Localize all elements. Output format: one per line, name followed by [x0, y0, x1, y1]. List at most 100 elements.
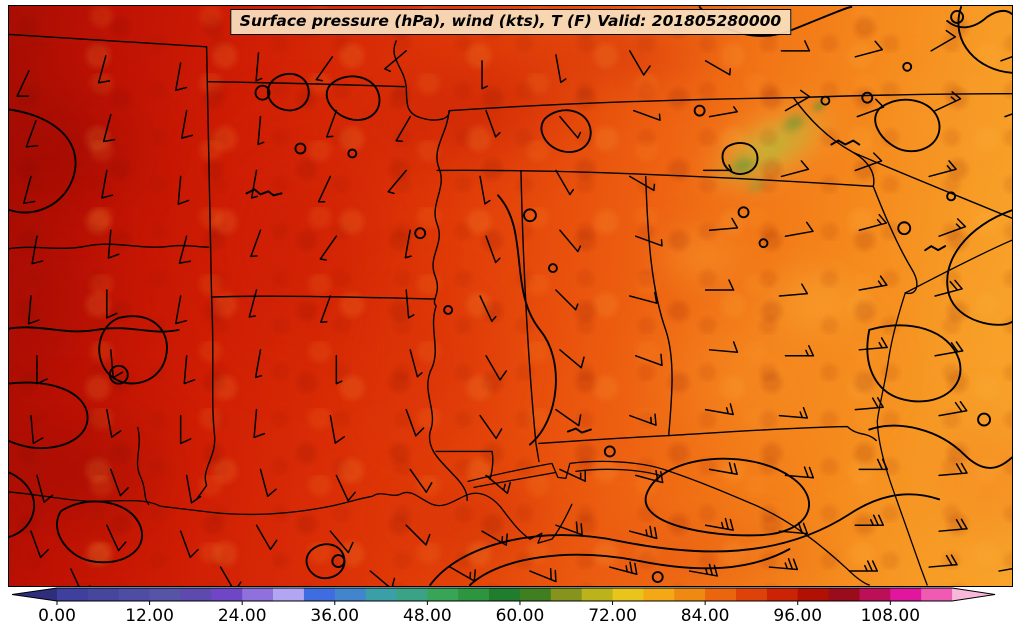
colorbar-cell: [396, 588, 428, 601]
wind-barb: [106, 524, 127, 552]
colorbar-cell: [334, 588, 367, 601]
wind-barb: [409, 468, 433, 493]
wind-barb: [178, 235, 191, 264]
wind-barb: [784, 221, 814, 237]
wind-barb: [185, 474, 202, 504]
wind-barb: [30, 414, 44, 445]
coastlines: [9, 239, 1012, 586]
wind-barb: [768, 558, 799, 571]
wind-barb: [848, 560, 879, 572]
wind-barb: [609, 561, 638, 575]
wind-barb: [250, 169, 259, 199]
wind-barb: [934, 91, 962, 112]
colorbar-cell: [921, 588, 953, 601]
wind-barb: [635, 469, 664, 484]
wind-barb: [784, 89, 811, 112]
colorbar-cell: [303, 588, 336, 601]
wind-barb: [485, 109, 501, 138]
wind-barb: [25, 119, 39, 148]
colorbar-tick-label: 48.00: [403, 606, 452, 626]
colorbar-cell: [242, 588, 274, 601]
state-borders: [9, 33, 1012, 501]
wind-barb: [854, 397, 884, 411]
colorbar-tick-label: 60.00: [495, 606, 545, 626]
wind-barb: [854, 152, 883, 172]
wind-barb: [485, 235, 501, 264]
wind-barb: [405, 408, 425, 437]
wind-barb: [181, 109, 194, 139]
colorbar-tick-label: 84.00: [680, 606, 730, 626]
colorbar-cell: [520, 588, 552, 601]
wind-barb: [938, 400, 968, 417]
wind-barb: [255, 52, 263, 82]
colorbar-cell: [859, 588, 891, 601]
wind-barb: [559, 115, 582, 139]
wind-barb: [97, 55, 111, 84]
wind-barb: [928, 554, 958, 568]
wind-barb: [856, 98, 885, 118]
wind-barb: [854, 514, 885, 526]
wind-barb: [998, 567, 1012, 572]
colorbar-cell: [612, 588, 644, 601]
wind-barb: [704, 403, 734, 416]
wind-barb: [405, 524, 431, 546]
wind-barb: [335, 355, 343, 385]
wind-barb: [708, 217, 739, 231]
colorbar-cell: [427, 588, 459, 601]
wind-barb: [635, 353, 663, 367]
temperature-field: [9, 6, 1012, 586]
wind-barb: [253, 408, 266, 439]
pressure-contours: [9, 6, 1012, 586]
wind-barb: [257, 115, 265, 146]
colorbar-tick-label: 96.00: [773, 606, 823, 626]
wind-barb: [250, 229, 262, 258]
colorbar-cell: [736, 588, 768, 601]
wind-barb: [479, 295, 497, 323]
wind-barb: [704, 517, 734, 531]
wind-barb: [780, 40, 811, 52]
wind-barbs: [16, 29, 1012, 586]
temperature-blob: [401, 491, 921, 586]
wind-barb: [629, 525, 658, 540]
wind-barb: [559, 229, 582, 253]
wind-barb: [858, 458, 888, 471]
wind-barb: [1004, 113, 1012, 118]
wind-barb: [934, 279, 963, 297]
wind-barb: [555, 521, 583, 536]
wind-barb: [629, 50, 651, 76]
wind-barb: [629, 291, 658, 304]
wind-barb: [36, 474, 54, 504]
wind-barb: [858, 275, 888, 291]
wind-barb: [778, 522, 809, 535]
map-title: Surface pressure (hPa), wind (kts), T (F…: [229, 9, 792, 35]
wind-barb: [329, 530, 354, 554]
colorbar-extend-low: [12, 588, 57, 601]
wind-barb: [938, 218, 967, 237]
wind-barb: [780, 160, 810, 178]
colorbar-cell: [211, 588, 243, 601]
colorbar: 0.00 12.00 24.00 36.00 48.00 60.00 72.00 84.00 9…: [0, 587, 1018, 633]
colorbar-cell: [57, 588, 89, 601]
temperature-texture: [9, 6, 1012, 586]
wind-barb: [708, 341, 739, 353]
wind-barb: [107, 229, 120, 259]
wind-barb: [183, 355, 196, 385]
wind-barb: [778, 283, 809, 297]
wind-barb: [326, 109, 338, 138]
wind-barb: [317, 175, 332, 203]
wind-barb: [555, 408, 582, 427]
mississippi-river: [393, 40, 468, 501]
wind-barb: [23, 175, 36, 205]
colorbar-cell: [458, 588, 490, 601]
colorbar-tick-label: 72.00: [588, 606, 637, 626]
wind-barb: [784, 466, 815, 479]
colorbar-tick-label: 24.00: [217, 606, 267, 626]
colorbar-cell: [828, 588, 860, 601]
wind-barb: [102, 113, 116, 143]
colorbar-cell: [550, 588, 583, 601]
wind-barb: [702, 164, 733, 172]
wind-barb: [688, 563, 718, 577]
wind-barb: [938, 462, 968, 477]
wind-barb: [110, 349, 124, 379]
